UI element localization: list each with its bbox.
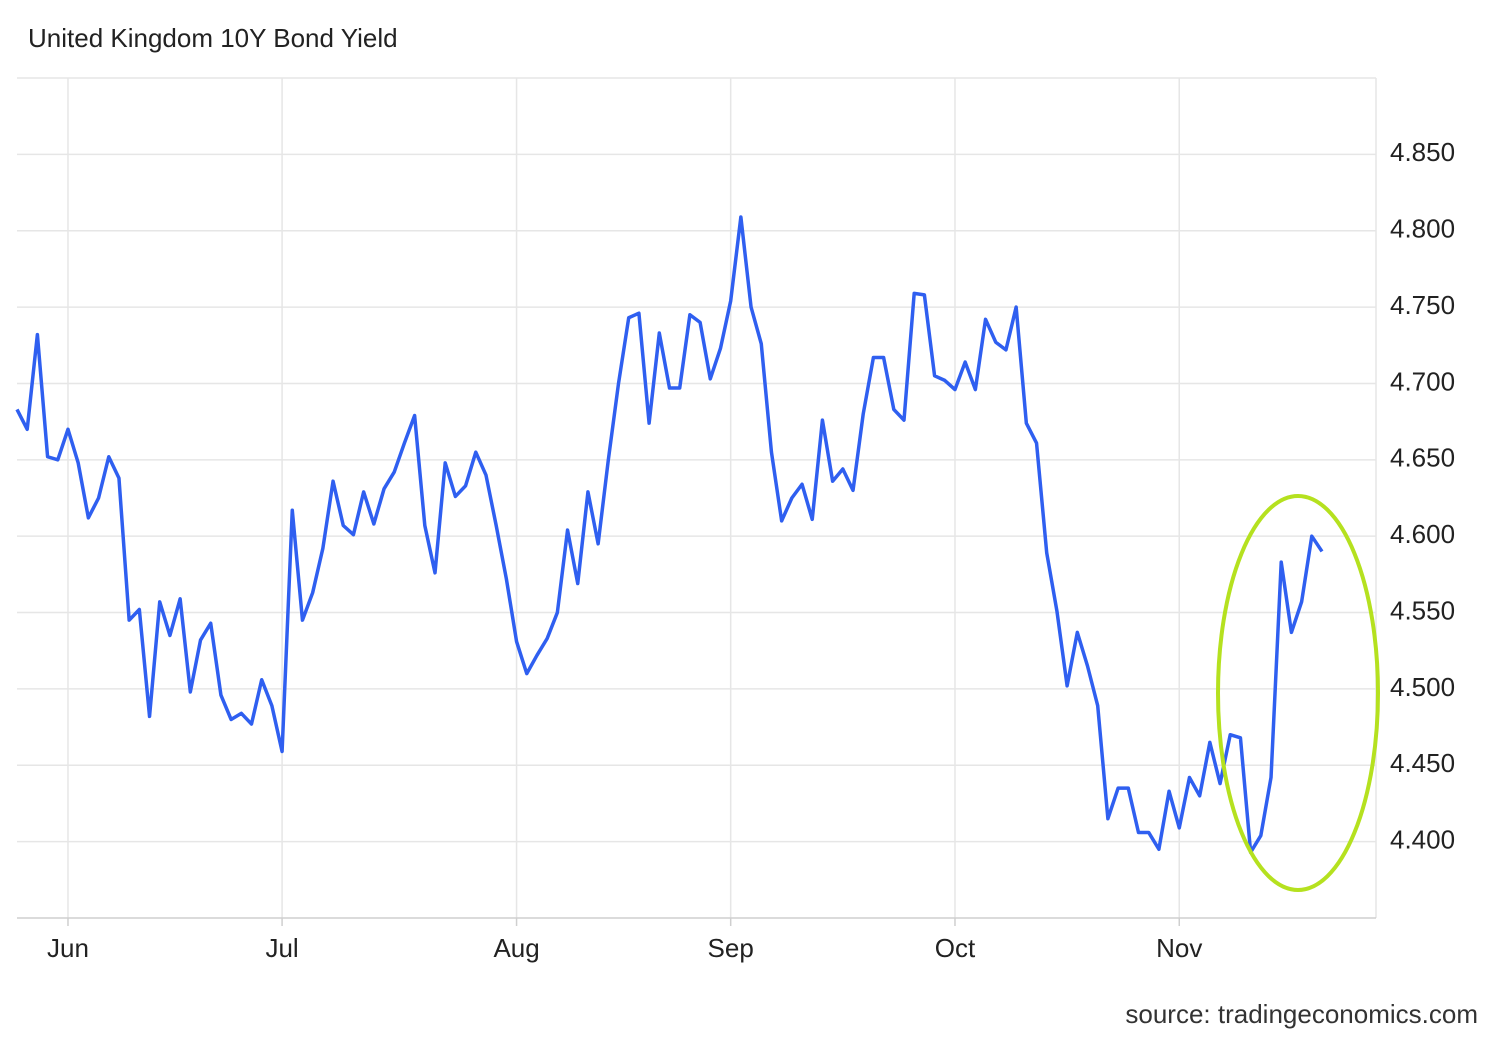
- x-tick-label: Jul: [265, 933, 298, 963]
- x-tick-label: Sep: [708, 933, 754, 963]
- series-line: [15, 215, 1324, 855]
- y-tick-label: 4.600: [1390, 519, 1455, 549]
- y-tick-label: 4.800: [1390, 214, 1455, 244]
- source-note: source: tradingeconomics.com: [1125, 999, 1478, 1029]
- grid: [17, 78, 1376, 918]
- y-tick-label: 4.650: [1390, 443, 1455, 473]
- x-tick-label: Nov: [1156, 933, 1202, 963]
- y-tick-label: 4.700: [1390, 366, 1455, 396]
- y-tick-label: 4.850: [1390, 137, 1455, 167]
- chart-title: United Kingdom 10Y Bond Yield: [28, 23, 398, 53]
- y-tick-label: 4.750: [1390, 290, 1455, 320]
- x-tick-label: Oct: [935, 933, 976, 963]
- plot: [15, 215, 1324, 855]
- y-tick-label: 4.450: [1390, 748, 1455, 778]
- y-tick-label: 4.550: [1390, 595, 1455, 625]
- highlight-ellipse: [1216, 494, 1380, 892]
- x-tick-label: Jun: [47, 933, 89, 963]
- y-tick-label: 4.400: [1390, 825, 1455, 855]
- x-tick-label: Aug: [493, 933, 539, 963]
- y-tick-label: 4.500: [1390, 672, 1455, 702]
